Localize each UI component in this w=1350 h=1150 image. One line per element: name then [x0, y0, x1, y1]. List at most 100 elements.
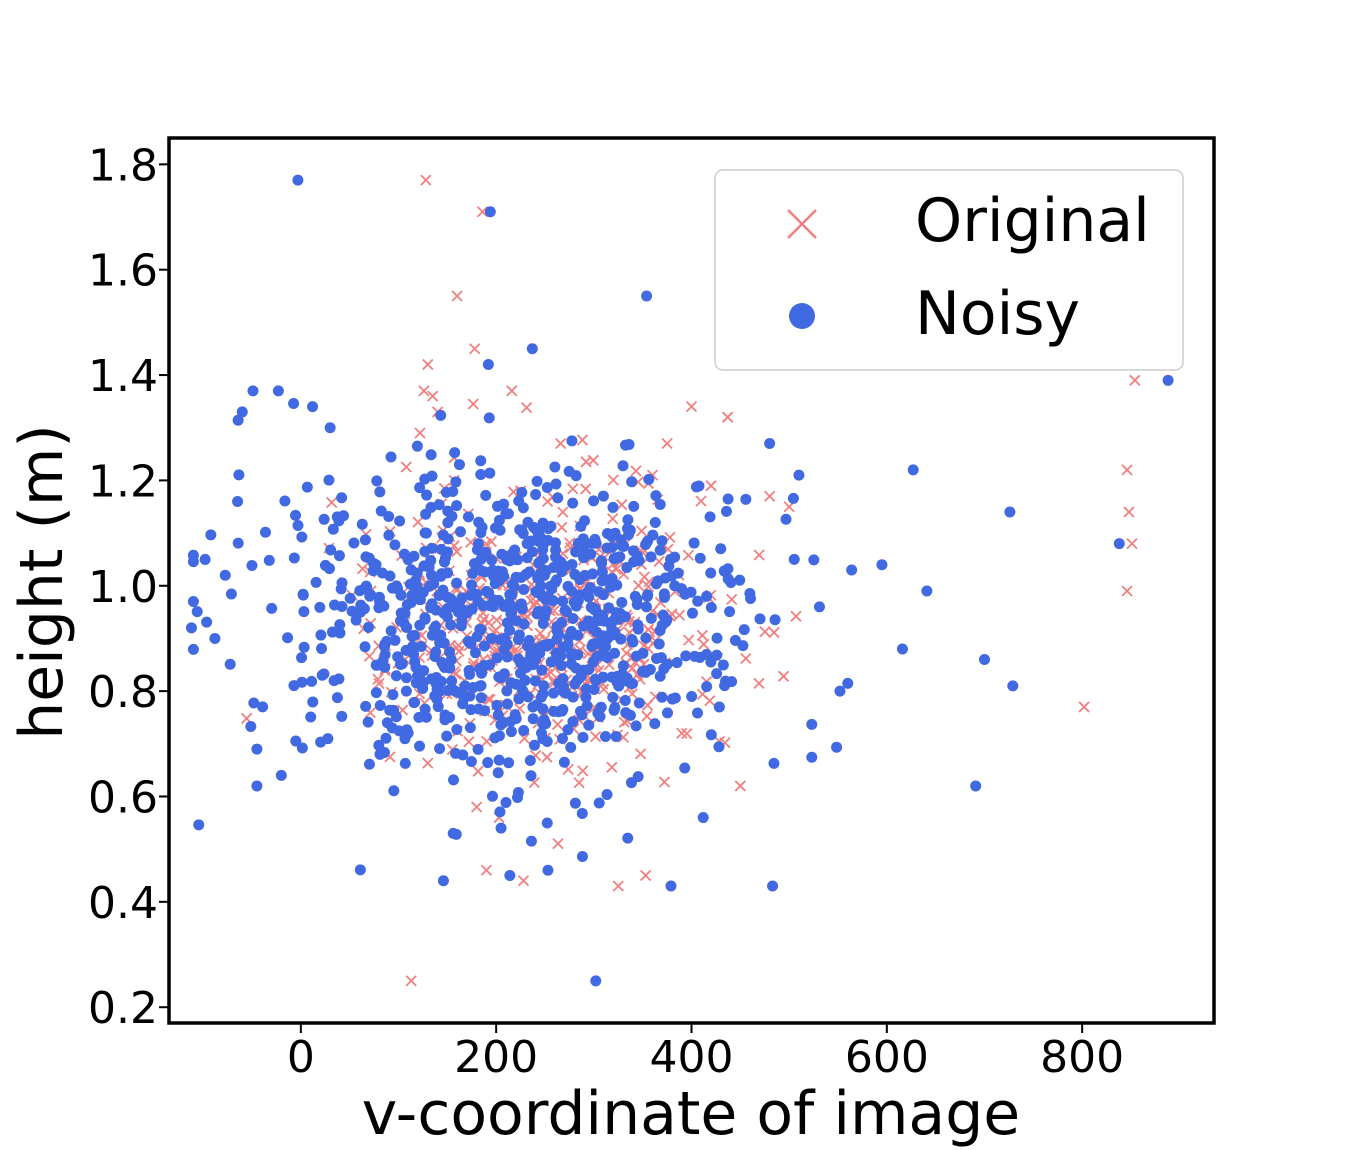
noisy-point: [477, 600, 489, 612]
noisy-point: [596, 566, 608, 578]
noisy-point: [806, 751, 818, 763]
noisy-point: [503, 597, 515, 609]
noisy-point: [576, 709, 588, 721]
noisy-point: [482, 359, 494, 371]
noisy-point: [641, 290, 653, 302]
noisy-point: [516, 486, 528, 498]
noisy-point: [649, 718, 661, 730]
noisy-point: [425, 449, 437, 461]
noisy-point: [540, 594, 552, 606]
noisy-point: [557, 595, 569, 607]
noisy-point: [740, 493, 752, 505]
original-point: [580, 483, 592, 495]
noisy-point: [233, 469, 245, 481]
noisy-point: [487, 601, 499, 613]
x-tick-label: 200: [454, 1032, 538, 1083]
noisy-point: [491, 699, 503, 711]
noisy-point: [896, 643, 908, 655]
noisy-point: [521, 538, 533, 550]
noisy-point: [649, 517, 661, 529]
noisy-point: [661, 707, 673, 719]
noisy-point: [451, 577, 463, 589]
noisy-point: [549, 461, 561, 473]
noisy-point: [501, 550, 513, 562]
noisy-point: [333, 515, 345, 527]
noisy-point: [495, 822, 507, 834]
noisy-point: [445, 654, 457, 666]
original-point: [612, 880, 624, 892]
noisy-point: [780, 513, 792, 525]
noisy-point: [442, 517, 454, 529]
noisy-point: [720, 505, 732, 517]
noisy-point: [472, 743, 484, 755]
noisy-point: [524, 755, 536, 767]
noisy-point: [259, 526, 271, 538]
original-point: [573, 777, 585, 789]
noisy-point: [435, 570, 447, 582]
original-point: [589, 730, 602, 743]
noisy-point: [420, 508, 432, 520]
noisy-point: [521, 656, 533, 668]
noisy-point: [419, 527, 431, 539]
noisy-point: [471, 588, 483, 600]
noisy-point: [653, 638, 665, 650]
noisy-point: [374, 699, 386, 711]
noisy-point: [493, 514, 505, 526]
noisy-point: [301, 481, 313, 493]
original-point: [422, 757, 434, 769]
original-point: [607, 513, 619, 525]
original-point: [753, 677, 765, 689]
original-point: [685, 401, 698, 413]
noisy-point: [480, 489, 492, 501]
noisy-point: [475, 468, 487, 480]
noisy-point: [671, 657, 683, 669]
noisy-point: [319, 559, 331, 571]
noisy-point: [378, 641, 390, 653]
noisy-point: [467, 567, 479, 579]
noisy-point: [597, 630, 609, 642]
noisy-point: [400, 685, 412, 697]
noisy-point: [373, 739, 385, 751]
noisy-point: [705, 567, 717, 579]
y-tick-label: 1.8: [88, 140, 158, 191]
original-point: [476, 206, 489, 218]
noisy-point: [470, 558, 482, 570]
noisy-point: [606, 541, 618, 553]
noisy-point: [480, 585, 492, 597]
noisy-point: [187, 556, 199, 568]
noisy-point: [542, 534, 554, 546]
noisy-point: [219, 569, 231, 581]
original-point: [541, 751, 553, 763]
noisy-point: [236, 406, 248, 418]
noisy-point: [247, 385, 259, 397]
legend-marker-noisy: [789, 303, 815, 329]
legend-label-original: Original: [915, 186, 1150, 256]
noisy-point: [711, 649, 723, 661]
noisy-point: [457, 749, 469, 761]
noisy-point: [630, 650, 642, 662]
noisy-point: [619, 695, 631, 707]
noisy-point: [364, 590, 376, 602]
noisy-point: [462, 511, 474, 523]
noisy-point: [556, 566, 568, 578]
original-point: [545, 666, 557, 679]
noisy-point: [501, 651, 513, 663]
original-point: [363, 650, 376, 662]
noisy-point: [288, 398, 300, 410]
noisy-point: [600, 730, 612, 742]
original-point: [683, 634, 695, 646]
noisy-point: [566, 435, 578, 447]
noisy-point: [232, 495, 244, 507]
noisy-point: [363, 621, 375, 633]
noisy-point: [562, 639, 574, 651]
noisy-point: [633, 697, 645, 709]
noisy-point: [336, 710, 348, 722]
noisy-point: [609, 702, 621, 714]
noisy-point: [310, 576, 322, 588]
noisy-point: [581, 700, 593, 712]
noisy-point: [768, 757, 780, 769]
noisy-point: [296, 531, 308, 543]
noisy-point: [266, 602, 278, 614]
original-point: [607, 474, 619, 486]
original-point: [506, 385, 518, 397]
